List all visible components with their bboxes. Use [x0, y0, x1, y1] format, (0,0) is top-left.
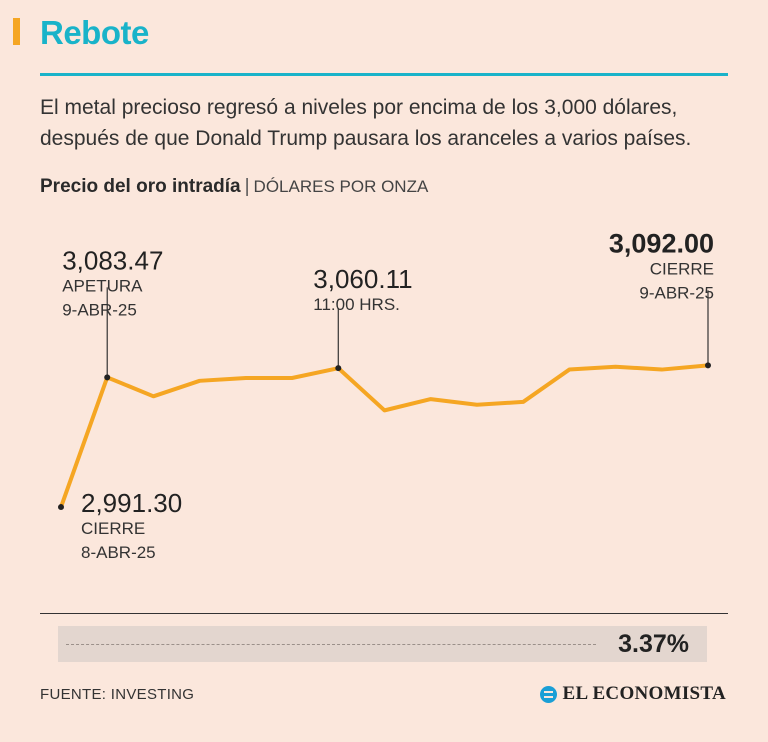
change-bar: 3.37% — [58, 626, 707, 662]
annotation-point-2 — [335, 365, 342, 372]
series-line-gold-price — [59, 363, 710, 510]
annotation-point-3 — [705, 362, 711, 369]
annotation-connectors — [106, 287, 709, 378]
annotation-sublabel-1-1: 9-ABR-25 — [62, 300, 137, 319]
title-divider — [40, 73, 728, 76]
brand-logo: EL ECONOMISTA — [539, 683, 727, 705]
annotation-sublabel-3-0: CIERRE — [650, 259, 714, 278]
bottom-divider — [40, 613, 728, 614]
data-points — [58, 362, 711, 511]
page-title: Rebote — [40, 14, 149, 51]
subtitle: El metal precioso regresó a niveles por … — [40, 96, 692, 150]
chart-title: Precio del oro intradía | DÓLARES POR ONZA — [40, 176, 428, 198]
annotation-sublabel-0-1: 8-ABR-25 — [81, 543, 156, 562]
annotation-sublabel-1-0: APETURA — [62, 276, 143, 295]
annotation-value-0: 2,991.30 — [81, 488, 182, 518]
change-dashed-line — [66, 644, 596, 645]
annotation-value-3: 3,092.00 — [609, 228, 714, 258]
title-accent-bar — [13, 18, 20, 45]
source-note: FUENTE: INVESTING — [40, 686, 195, 703]
chart-title-text: Precio del oro intradía — [40, 176, 241, 197]
annotation-labels: 2,991.30CIERRE8-ABR-253,083.47APETURA9-A… — [62, 228, 714, 562]
brand-icon — [539, 685, 557, 703]
annotation-point-1 — [104, 374, 111, 381]
percent-change-value: 3.37% — [618, 630, 689, 658]
chart-unit: DÓLARES POR ONZA — [253, 177, 429, 196]
annotation-value-2: 3,060.11 — [313, 264, 412, 294]
annotation-point-0 — [58, 504, 64, 511]
annotation-sublabel-0-0: CIERRE — [81, 519, 145, 538]
annotation-sublabel-2-0: 11:00 HRS. — [313, 295, 400, 314]
annotation-sublabel-3-1: 9-ABR-25 — [639, 283, 714, 302]
brand-name: EL ECONOMISTA — [562, 683, 726, 704]
chart-title-separator: | — [244, 176, 250, 197]
annotation-value-1: 3,083.47 — [62, 245, 163, 275]
